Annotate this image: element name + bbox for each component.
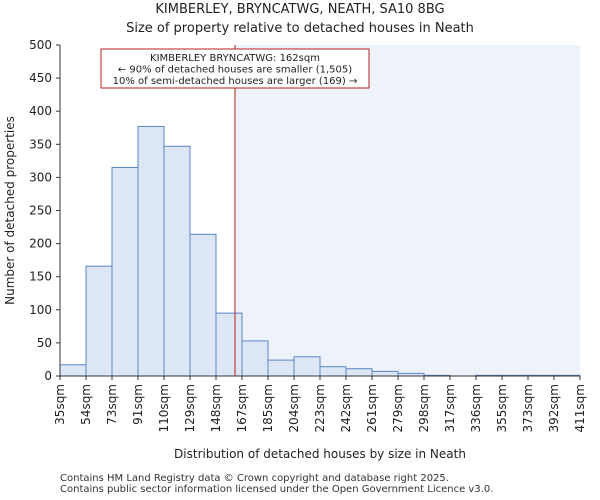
x-tick-label: 298sqm bbox=[417, 384, 431, 432]
bar-148sqm bbox=[215, 312, 243, 377]
y-axis-label: Number of detached properties bbox=[3, 116, 17, 305]
x-tick-label: 261sqm bbox=[365, 384, 379, 432]
annotation-line: KIMBERLEY BRYNCATWG: 162sqm bbox=[150, 53, 320, 64]
x-tick-label: 185sqm bbox=[261, 384, 275, 432]
bar-185sqm bbox=[267, 359, 295, 377]
x-tick-label: 392sqm bbox=[547, 384, 561, 432]
bar-73sqm bbox=[111, 166, 139, 377]
y-tick-label: 150 bbox=[29, 270, 52, 284]
annotation-box bbox=[100, 48, 370, 89]
annotation-line: ← 90% of detached houses are smaller (1,… bbox=[118, 65, 352, 76]
x-tick-label: 373sqm bbox=[521, 384, 535, 432]
x-tick-label: 204sqm bbox=[287, 384, 301, 432]
bar-91sqm bbox=[137, 125, 165, 377]
y-tick-label: 50 bbox=[37, 336, 52, 350]
chart-subtitle: Size of property relative to detached ho… bbox=[126, 21, 474, 36]
y-tick-label: 300 bbox=[29, 170, 52, 184]
x-tick-label: 355sqm bbox=[495, 384, 509, 432]
y-tick-label: 350 bbox=[29, 137, 52, 151]
footer-line-1: Contains HM Land Registry data © Crown c… bbox=[60, 473, 449, 484]
x-tick-label: 129sqm bbox=[183, 384, 197, 432]
y-tick-label: 250 bbox=[29, 204, 52, 218]
x-tick-label: 54sqm bbox=[79, 384, 93, 425]
x-tick-label: 148sqm bbox=[209, 384, 223, 432]
y-tick-label: 100 bbox=[29, 303, 52, 317]
bar-167sqm bbox=[241, 340, 269, 377]
bar-54sqm bbox=[85, 265, 113, 377]
bar-204sqm bbox=[293, 356, 321, 377]
y-tick-label: 200 bbox=[29, 237, 52, 251]
x-tick-label: 317sqm bbox=[443, 384, 457, 432]
x-tick-label: 336sqm bbox=[469, 384, 483, 432]
x-tick-label: 411sqm bbox=[573, 384, 587, 432]
bar-35sqm bbox=[59, 364, 87, 377]
bar-242sqm bbox=[345, 368, 373, 377]
footer-line-2: Contains public sector information licen… bbox=[60, 484, 494, 495]
bar-129sqm bbox=[189, 233, 217, 377]
x-tick-label: 73sqm bbox=[105, 384, 119, 425]
bar-223sqm bbox=[319, 366, 347, 377]
y-tick-label: 400 bbox=[29, 104, 52, 118]
y-tick-label: 0 bbox=[44, 369, 52, 383]
x-tick-label: 279sqm bbox=[391, 384, 405, 432]
x-tick-label: 110sqm bbox=[157, 384, 171, 432]
chart-title: KIMBERLEY, BRYNCATWG, NEATH, SA10 8BG bbox=[155, 2, 445, 17]
x-tick-label: 35sqm bbox=[53, 384, 67, 425]
bar-110sqm bbox=[163, 145, 191, 377]
x-tick-label: 167sqm bbox=[235, 384, 249, 432]
x-tick-label: 223sqm bbox=[313, 384, 327, 432]
annotation-line: 10% of semi-detached houses are larger (… bbox=[113, 76, 358, 87]
x-tick-label: 91sqm bbox=[131, 384, 145, 425]
highlight-region bbox=[234, 45, 581, 376]
y-tick-label: 500 bbox=[29, 38, 52, 52]
y-tick-label: 450 bbox=[29, 71, 52, 85]
x-axis-label: Distribution of detached houses by size … bbox=[174, 447, 466, 461]
bar-261sqm bbox=[371, 370, 399, 377]
x-tick-label: 242sqm bbox=[339, 384, 353, 432]
